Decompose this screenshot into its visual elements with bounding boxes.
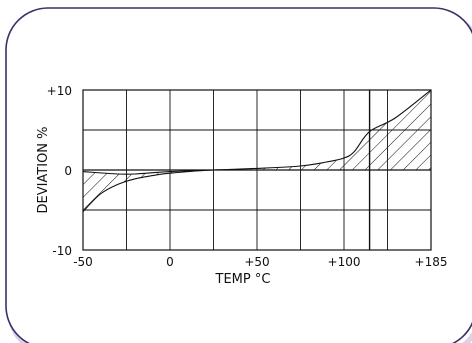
x-tick-label-0: 0 <box>166 255 174 269</box>
x-tick-label-plus100: +100 <box>328 255 361 269</box>
x-tick-label-plus50: +50 <box>244 255 269 269</box>
frame-border <box>5 7 472 343</box>
lower-band-curve <box>83 169 431 212</box>
plot-area <box>82 89 432 251</box>
x-tick-label-plus185: +185 <box>415 255 448 269</box>
y-tick-label-bottom: -10 <box>52 244 72 258</box>
x-tick-label-minus50: -50 <box>73 255 93 269</box>
y-tick-label-zero: 0 <box>64 164 72 178</box>
y-axis-title: DEVIATION % <box>36 126 51 213</box>
y-tick-label-top: +10 <box>47 84 72 98</box>
deviation-band-fill <box>83 90 431 212</box>
upper-band-curve <box>83 90 431 175</box>
x-axis-title: TEMP °C <box>215 272 271 287</box>
